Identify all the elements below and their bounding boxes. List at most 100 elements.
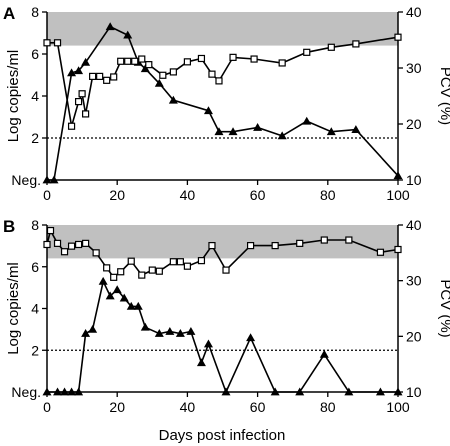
- chart-panel-B: 2 4 6 8 Neg. 10 20 30 40 0 20 40 60 80 100 Log copies/m…: [3, 217, 450, 415]
- x-tick-label: 20: [109, 187, 125, 203]
- left-axis-title: Log copies/ml: [5, 50, 22, 143]
- pcv-point: [82, 110, 90, 118]
- left-tick-label: 4: [31, 88, 39, 104]
- pcv-point: [82, 239, 90, 247]
- viral-load-point: [393, 387, 403, 396]
- viral-load-point: [168, 95, 178, 104]
- viral-load-point: [154, 329, 164, 337]
- viral-load-point: [270, 387, 280, 396]
- pcv-point: [67, 242, 76, 250]
- pcv-point: [43, 39, 51, 47]
- x-tick-label: 60: [250, 399, 266, 415]
- right-tick-label: 20: [406, 328, 422, 344]
- viral-load-point: [203, 106, 213, 115]
- viral-load-point: [74, 66, 84, 75]
- neg-label: Neg.: [11, 172, 41, 188]
- viral-load-point: [228, 127, 238, 136]
- x-tick-label: 100: [386, 187, 410, 203]
- viral-load-point: [126, 301, 136, 310]
- viral-load-point: [67, 387, 77, 396]
- x-tick-label: 40: [180, 399, 196, 415]
- pcv-point: [53, 39, 62, 47]
- right-tick-label: 20: [406, 116, 422, 132]
- viral-load-point: [154, 78, 164, 87]
- viral-load-point: [60, 387, 70, 396]
- viral-load-point: [88, 324, 98, 333]
- viral-load-point: [214, 127, 224, 136]
- viral-load-point: [203, 339, 213, 348]
- viral-load-point: [98, 276, 108, 285]
- pcv-point: [345, 236, 353, 244]
- panel-label: A: [3, 4, 15, 23]
- viral-load-point: [351, 125, 361, 133]
- viral-load-point: [302, 116, 312, 125]
- pcv-point: [138, 271, 146, 279]
- viral-load-point: [221, 387, 231, 396]
- right-axis-title: PCV (%): [437, 279, 450, 337]
- right-tick-label: 30: [406, 60, 422, 76]
- pcv-point: [145, 61, 153, 69]
- pcv-point: [327, 43, 335, 51]
- pcv-point: [296, 239, 304, 247]
- viral-load-point: [344, 387, 354, 396]
- pcv-point: [92, 249, 100, 257]
- viral-load-point: [53, 387, 63, 396]
- pcv-point: [155, 267, 163, 275]
- left-axis-title: Log copies/ml: [5, 262, 22, 355]
- left-tick-label: 8: [31, 217, 39, 233]
- viral-load-point: [42, 175, 52, 184]
- right-tick-label: 30: [406, 273, 422, 289]
- pcv-point: [74, 97, 83, 106]
- viral-load-point: [74, 387, 84, 396]
- viral-load-point: [123, 30, 133, 39]
- viral-load-point: [105, 22, 115, 31]
- pcv-point: [53, 239, 62, 247]
- x-tick-label: 80: [320, 399, 336, 415]
- pcv-point: [208, 70, 216, 78]
- right-tick-label: 10: [406, 172, 422, 188]
- pcv-point: [271, 241, 279, 250]
- pcv-point: [43, 240, 51, 249]
- neg-label: Neg.: [11, 384, 41, 400]
- viral-load-point: [319, 349, 329, 358]
- pcv-point: [176, 258, 184, 266]
- viral-load-point: [67, 68, 77, 77]
- pcv-point: [183, 58, 191, 66]
- pcv-point: [159, 71, 167, 79]
- pcv-point: [197, 54, 206, 63]
- pcv-point: [376, 248, 385, 256]
- x-tick-label: 20: [109, 399, 125, 415]
- left-tick-label: 2: [31, 130, 39, 146]
- viral-load-point: [42, 387, 52, 396]
- viral-load-point: [186, 326, 196, 335]
- viral-load-point: [277, 131, 287, 140]
- viral-load-point: [253, 123, 263, 131]
- viral-load-point: [105, 291, 115, 300]
- pcv-point: [215, 77, 223, 85]
- right-tick-label: 40: [406, 217, 422, 233]
- pcv-point: [250, 55, 258, 63]
- pcv-point: [320, 236, 328, 244]
- pcv-point: [138, 55, 146, 63]
- x-tick-label: 0: [43, 399, 51, 415]
- viral-load-point: [165, 326, 175, 335]
- x-tick-label: 80: [320, 187, 336, 203]
- x-tick-label: 100: [386, 399, 410, 415]
- pcv-point: [117, 268, 125, 276]
- viral-load-point: [246, 333, 256, 342]
- normal-range-band: [47, 12, 398, 46]
- normal-range-band: [47, 225, 398, 259]
- right-tick-label: 40: [406, 4, 422, 20]
- pcv-point: [229, 53, 237, 61]
- pcv-point: [394, 245, 402, 254]
- pcv-point: [67, 122, 76, 130]
- viral-load-series-line: [47, 25, 399, 181]
- pcv-point: [89, 72, 97, 81]
- viral-load-point: [119, 293, 129, 302]
- pcv-point: [74, 240, 83, 249]
- panel-label: B: [3, 217, 15, 236]
- pcv-point: [60, 248, 69, 256]
- viral-load-point: [326, 127, 336, 136]
- right-axis-title: PCV (%): [437, 67, 450, 125]
